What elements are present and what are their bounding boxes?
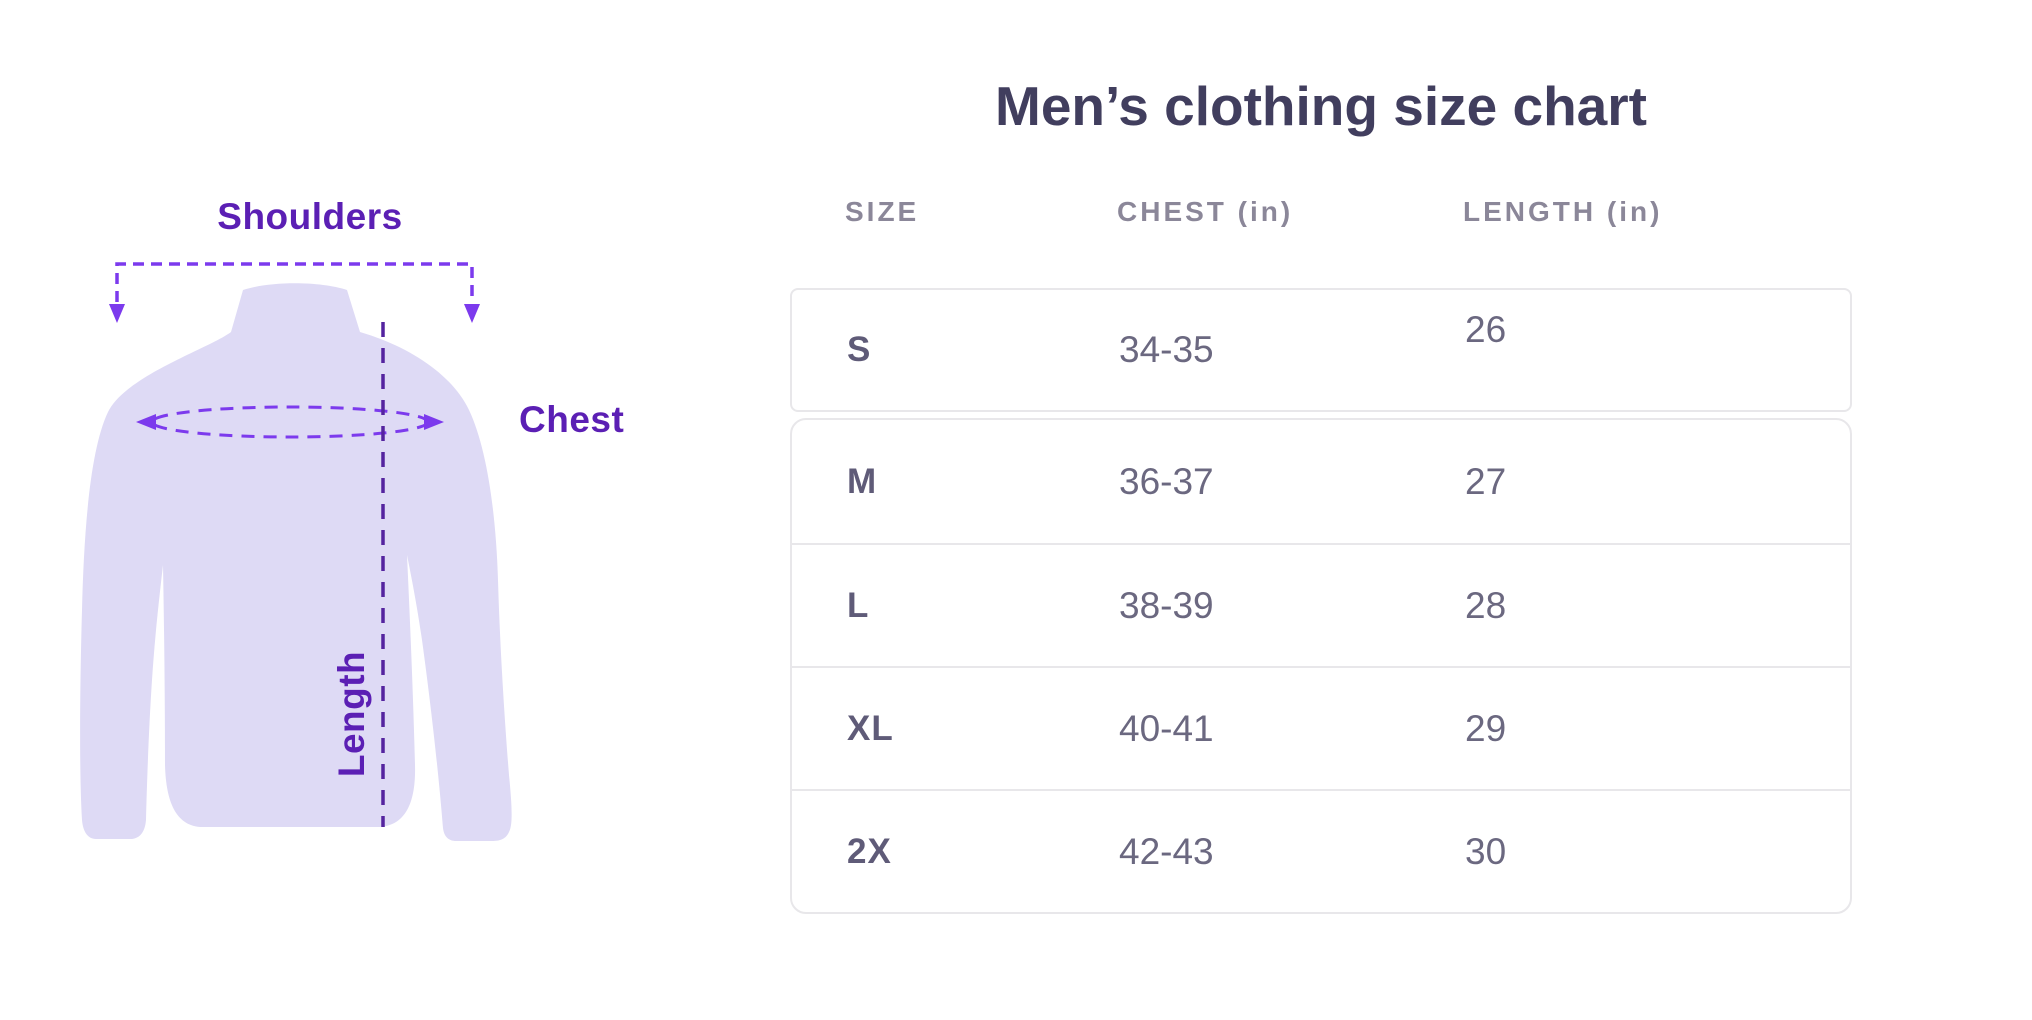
shoulders-label: Shoulders	[217, 196, 403, 237]
chest-value: 36-37	[1119, 460, 1214, 502]
table-row: 2X 42-43 30	[792, 789, 1850, 912]
size-value: S	[847, 330, 872, 369]
length-value: 30	[1465, 830, 1507, 872]
shoulders-arrow-icon	[115, 262, 474, 302]
size-value: 2X	[847, 831, 892, 871]
chest-value: 40-41	[1119, 707, 1214, 749]
table-row: S 34-35 26	[792, 290, 1850, 410]
chest-value: 38-39	[1119, 584, 1214, 626]
chest-label: Chest	[519, 399, 625, 440]
size-table-card-top: S 34-35 26	[790, 288, 1852, 412]
shoulders-arrowhead-left	[109, 304, 125, 323]
size-value: XL	[847, 708, 894, 748]
length-label: Length	[331, 650, 372, 778]
length-value: 27	[1465, 460, 1507, 502]
table-row: M 36-37 27	[792, 420, 1850, 543]
length-value: 29	[1465, 707, 1507, 749]
size-table-card-bottom: M 36-37 27 L 38-39 28 XL 40-41 29 2X 42-…	[790, 418, 1852, 914]
length-value: 26	[1465, 309, 1507, 350]
column-header-chest: CHEST (in)	[1117, 196, 1294, 227]
shoulders-arrowhead-right	[464, 304, 480, 323]
shirt-illustration	[80, 262, 512, 841]
chest-value: 42-43	[1119, 830, 1214, 872]
table-row: XL 40-41 29	[792, 666, 1850, 789]
chest-arrowhead-right	[424, 414, 444, 430]
shirt-silhouette	[80, 283, 512, 841]
column-header-size: SIZE	[845, 196, 920, 227]
page-title: Men’s clothing size chart	[995, 75, 1647, 137]
chest-arrowhead-left	[136, 414, 156, 430]
size-value: M	[847, 461, 878, 501]
chest-value: 34-35	[1119, 329, 1214, 370]
table-row: L 38-39 28	[792, 543, 1850, 666]
size-value: L	[847, 585, 870, 625]
length-value: 28	[1465, 584, 1507, 626]
column-header-length: LENGTH (in)	[1463, 196, 1663, 227]
